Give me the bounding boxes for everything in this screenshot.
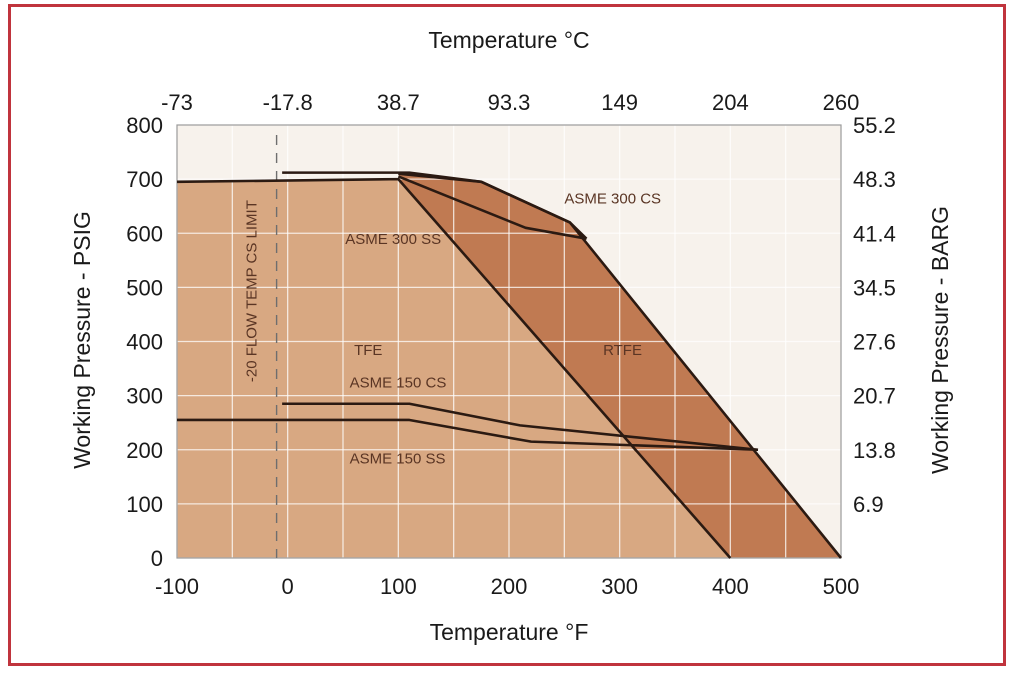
y-tick-label: 700: [126, 167, 163, 192]
y-tick-label: 200: [126, 438, 163, 463]
top-tick-label: -73: [161, 90, 193, 115]
y-tick-label: 100: [126, 492, 163, 517]
y-tick-label: 500: [126, 275, 163, 300]
series-line-tfe: [176, 177, 732, 559]
cs-limit-label: -20 FLOW TEMP CS LIMIT: [244, 200, 261, 382]
right-tick-label: 20.7: [853, 384, 896, 409]
y-tick-label: 800: [126, 113, 163, 138]
x-tick-label: 0: [282, 574, 294, 599]
annotation-asme-300-cs: ASME 300 CS: [564, 190, 661, 207]
y-tick-label: 0: [151, 546, 163, 571]
series-line-asme-300-ss: [397, 175, 587, 240]
right-tick-label: 48.3: [853, 167, 896, 192]
annotation-asme-150-ss: ASME 150 SS: [350, 450, 446, 467]
top-axis-title: Temperature °C: [428, 27, 589, 53]
series-line-asme-150-cs: [282, 402, 759, 452]
chart-text: Temperature °C Temperature °F Working Pr…: [69, 27, 953, 645]
top-tick-label: 93.3: [488, 90, 531, 115]
annotation-tfe: TFE: [354, 342, 382, 359]
annotation-asme-150-cs: ASME 150 CS: [350, 375, 447, 392]
right-tick-label: 55.2: [853, 113, 896, 138]
right-tick-label: 13.8: [853, 438, 896, 463]
bottom-axis-title: Temperature °F: [430, 619, 589, 645]
annotation-asme-300-ss: ASME 300 SS: [345, 231, 441, 248]
right-tick-label: 6.9: [853, 492, 884, 517]
series-line-asme-300-cs: [282, 171, 588, 240]
right-tick-label: 41.4: [853, 221, 896, 246]
y-tick-label: 600: [126, 221, 163, 246]
x-tick-label: 500: [823, 574, 860, 599]
y-tick-label: 300: [126, 384, 163, 409]
y-tick-label: 400: [126, 330, 163, 355]
top-tick-label: 260: [823, 90, 860, 115]
left-axis-title: Working Pressure - PSIG: [69, 211, 95, 469]
right-axis-title: Working Pressure - BARG: [927, 206, 953, 474]
annotation-rtfe: RTFE: [603, 342, 642, 359]
right-tick-label: 27.6: [853, 330, 896, 355]
top-tick-label: 38.7: [377, 90, 420, 115]
plot-border: [176, 124, 842, 559]
x-tick-label: -100: [155, 574, 199, 599]
x-tick-label: 400: [712, 574, 749, 599]
top-tick-label: -17.8: [263, 90, 313, 115]
top-tick-label: 149: [601, 90, 638, 115]
x-tick-label: 200: [491, 574, 528, 599]
top-tick-label: 204: [712, 90, 749, 115]
right-tick-label: 34.5: [853, 275, 896, 300]
plot-area: [176, 124, 843, 559]
x-tick-label: 300: [601, 574, 638, 599]
x-tick-label: 100: [380, 574, 417, 599]
series-line-asme-150-ss: [177, 418, 759, 452]
